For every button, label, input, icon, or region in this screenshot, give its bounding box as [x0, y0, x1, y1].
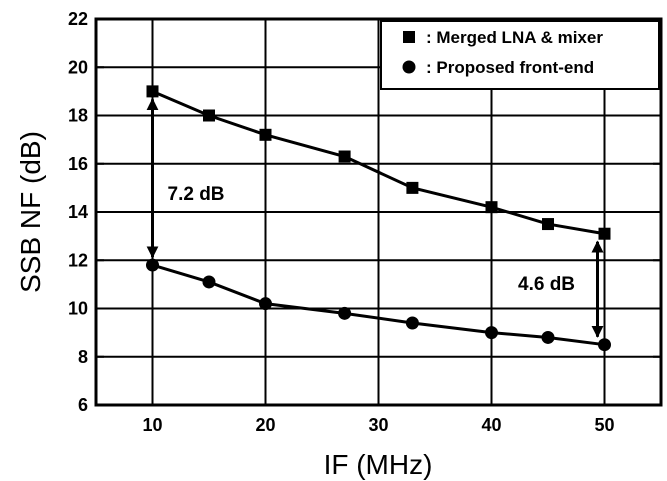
- legend-box: [380, 20, 660, 90]
- legend-marker-square: [403, 31, 415, 43]
- data-point-circle: [598, 338, 611, 352]
- x-tick-label: 40: [481, 415, 501, 435]
- x-tick-label: 20: [255, 415, 275, 435]
- axis-ticks: 10 20 30 40 50 6 8 10 12 14 16 18 20 22: [68, 9, 661, 435]
- x-tick-label: 10: [142, 415, 162, 435]
- x-tick-label: 30: [368, 415, 388, 435]
- data-point-circle: [338, 306, 352, 320]
- grid: [96, 19, 661, 405]
- data-point-circle: [541, 330, 555, 344]
- data-point-circle: [259, 297, 272, 311]
- data-point-circle: [202, 275, 216, 289]
- series-group: [146, 85, 611, 352]
- y-tick-label: 22: [68, 9, 88, 29]
- data-point-square: [259, 128, 272, 141]
- data-point-circle: [485, 326, 498, 340]
- y-tick-label: 10: [68, 299, 88, 319]
- annotation-label: 4.6 dB: [518, 274, 575, 295]
- data-point-square: [542, 218, 554, 231]
- y-tick-label: 12: [68, 250, 88, 270]
- data-point-square: [485, 201, 498, 214]
- data-point-square: [338, 150, 351, 163]
- y-tick-label: 16: [68, 154, 88, 174]
- data-point-square: [598, 227, 611, 240]
- y-tick-label: 14: [68, 202, 88, 222]
- y-axis-label: SSB NF (dB): [15, 131, 46, 293]
- annotation-label: 7.2 dB: [168, 184, 225, 205]
- series-2: [146, 258, 611, 352]
- data-point-square: [146, 85, 159, 98]
- y-tick-label: 8: [78, 347, 88, 367]
- y-tick-label: 20: [68, 57, 88, 77]
- series-line: [151, 89, 605, 236]
- legend-label: : Proposed front-end: [426, 58, 594, 77]
- y-tick-label: 6: [78, 395, 88, 415]
- data-point-circle: [405, 316, 419, 330]
- y-tick-label: 18: [68, 106, 88, 126]
- data-point-circle: [146, 258, 159, 272]
- x-tick-label: 50: [594, 415, 614, 435]
- series-1: [146, 85, 611, 240]
- data-point-square: [406, 181, 419, 194]
- legend-label: : Merged LNA & mixer: [426, 28, 603, 47]
- x-axis-label: IF (MHz): [324, 449, 433, 480]
- annotations: 7.2 dB 4.6 dB: [146, 98, 604, 338]
- legend-marker-circle: [402, 60, 416, 74]
- legend: : Merged LNA & mixer : Proposed front-end: [380, 20, 660, 90]
- series-line: [152, 263, 605, 347]
- data-point-square: [203, 109, 215, 122]
